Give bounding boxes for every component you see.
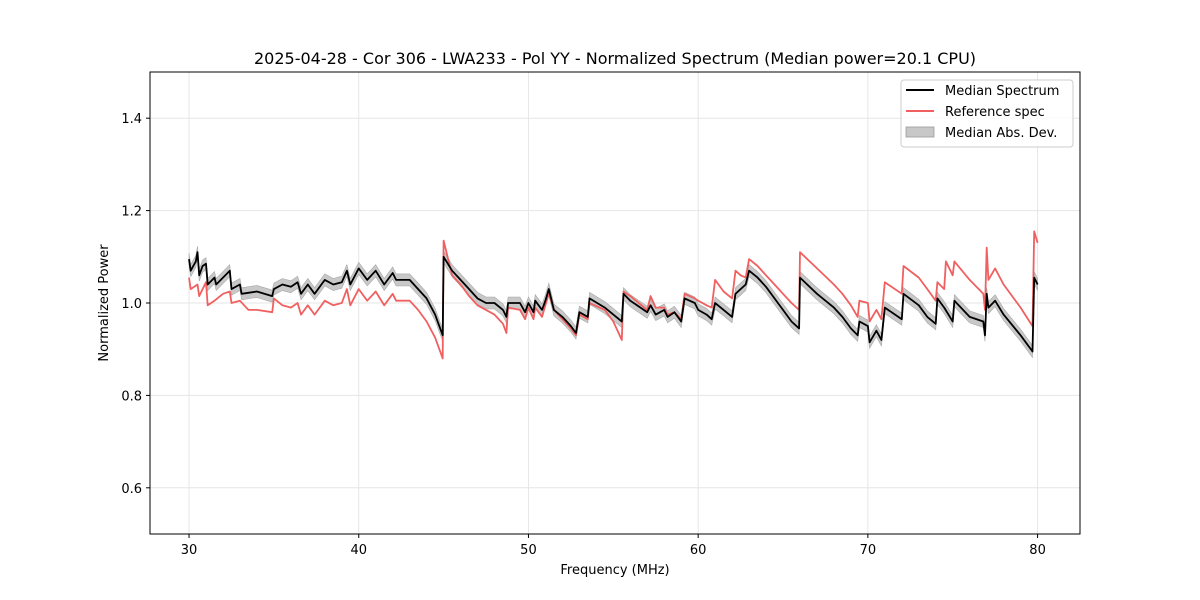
x-axis: 30 40 50 60 70 80 [181,534,1046,558]
median-abs-dev-band [188,246,1038,359]
x-tick-label: 50 [520,543,537,558]
y-axis: 0.6 0.8 1.0 1.2 1.4 [121,112,150,497]
x-tick-label: 70 [860,543,877,558]
y-tick-label: 0.8 [121,389,142,404]
y-axis-label: Normalized Power [97,244,112,362]
median-spectrum-line [188,251,1039,353]
x-tick-label: 80 [1029,543,1046,558]
y-tick-label: 1.2 [121,205,142,220]
x-axis-label: Frequency (MHz) [560,563,669,578]
chart-title: 2025-04-28 - Cor 306 - LWA233 - Pol YY -… [254,49,976,68]
x-tick-label: 60 [690,543,707,558]
reference-spectrum-line [188,230,1039,360]
x-tick-label: 30 [181,543,198,558]
legend-median-label: Median Spectrum [945,84,1059,99]
y-tick-label: 1.0 [121,297,142,312]
plot-area [188,230,1039,360]
y-tick-label: 0.6 [121,482,142,497]
legend-mad-swatch [905,126,935,138]
legend: Median Spectrum Reference spec Median Ab… [900,79,1074,148]
x-tick-label: 40 [350,543,367,558]
legend-mad-label: Median Abs. Dev. [945,126,1057,141]
legend-box [900,79,1074,148]
y-tick-label: 1.4 [121,112,142,127]
legend-reference-label: Reference spec [945,105,1045,120]
